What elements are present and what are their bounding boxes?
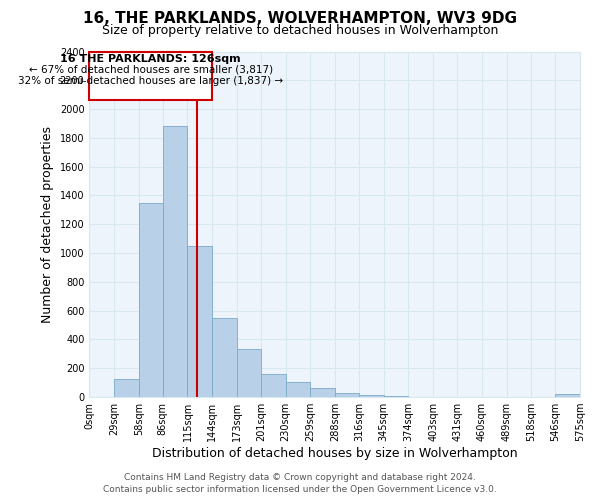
Bar <box>286 382 310 397</box>
Bar <box>335 393 359 397</box>
Text: 32% of semi-detached houses are larger (1,837) →: 32% of semi-detached houses are larger (… <box>18 76 283 86</box>
Bar <box>384 396 409 397</box>
FancyBboxPatch shape <box>89 52 212 100</box>
Bar <box>261 374 286 397</box>
Text: 16 THE PARKLANDS: 126sqm: 16 THE PARKLANDS: 126sqm <box>61 54 241 64</box>
Text: Size of property relative to detached houses in Wolverhampton: Size of property relative to detached ho… <box>102 24 498 37</box>
Text: ← 67% of detached houses are smaller (3,817): ← 67% of detached houses are smaller (3,… <box>29 65 273 75</box>
Bar <box>187 246 212 397</box>
X-axis label: Distribution of detached houses by size in Wolverhampton: Distribution of detached houses by size … <box>152 447 517 460</box>
Bar <box>310 388 335 397</box>
Bar <box>212 318 237 397</box>
Bar <box>359 395 384 397</box>
Bar <box>555 394 580 397</box>
Bar <box>114 379 139 397</box>
Bar <box>139 202 163 397</box>
Y-axis label: Number of detached properties: Number of detached properties <box>41 126 54 323</box>
Bar <box>163 126 187 397</box>
Text: 16, THE PARKLANDS, WOLVERHAMPTON, WV3 9DG: 16, THE PARKLANDS, WOLVERHAMPTON, WV3 9D… <box>83 11 517 26</box>
Bar <box>237 349 261 397</box>
Text: Contains HM Land Registry data © Crown copyright and database right 2024.
Contai: Contains HM Land Registry data © Crown c… <box>103 472 497 494</box>
